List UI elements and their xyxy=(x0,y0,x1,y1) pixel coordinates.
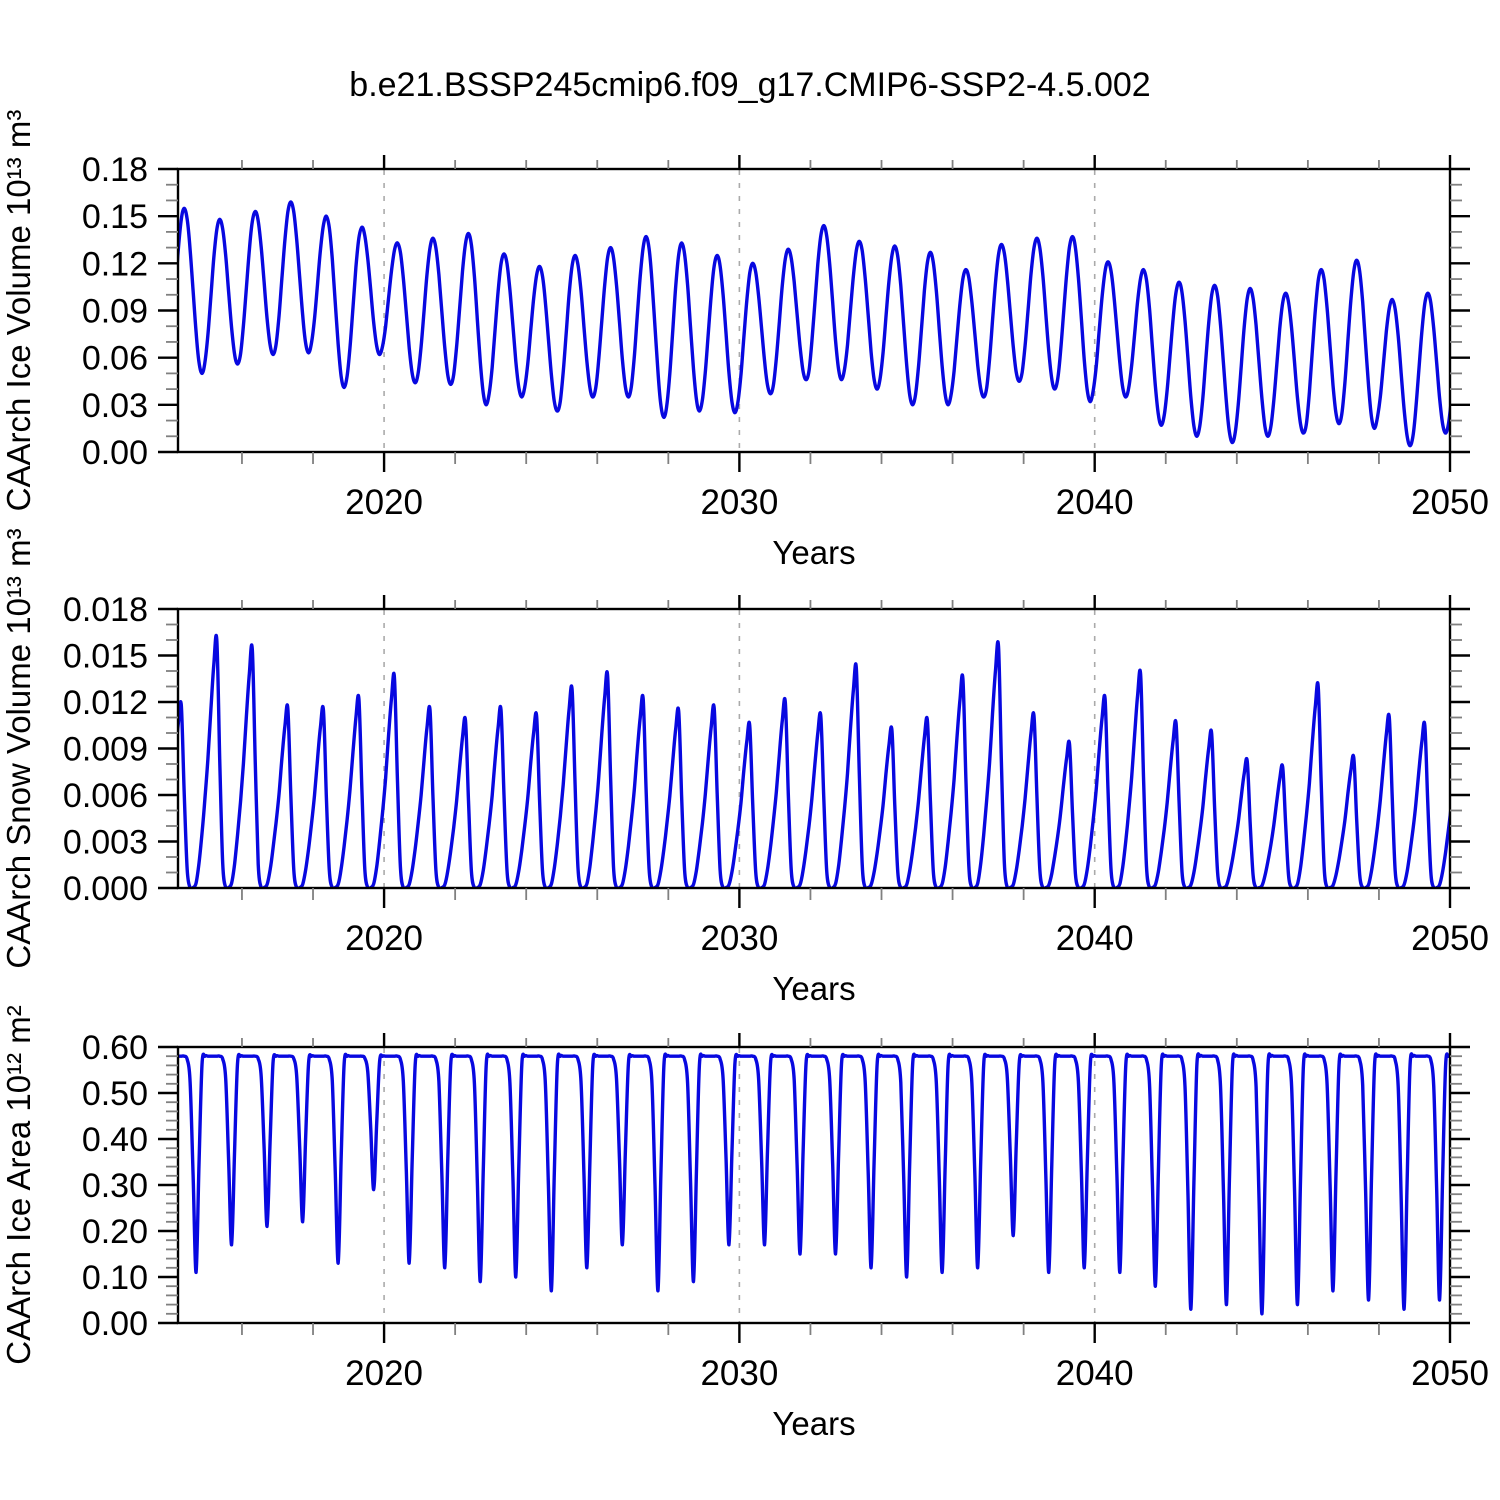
caarch-ice-volume-ytick-label: 0.15 xyxy=(82,198,148,236)
caarch-snow-volume-xtick-label: 2030 xyxy=(700,919,778,958)
caarch-snow-volume-ytick-label: 0.009 xyxy=(63,731,148,769)
caarch-ice-volume-xtick-label: 2040 xyxy=(1056,483,1134,522)
caarch-snow-volume-frame xyxy=(176,607,1452,890)
caarch-ice-area-xtick-label: 2050 xyxy=(1411,1354,1489,1393)
caarch-ice-area-x-axis-title: Years xyxy=(772,1405,855,1442)
caarch-snow-volume-ytick-label: 0.006 xyxy=(63,777,148,815)
caarch-ice-volume-series-line xyxy=(178,200,1450,448)
caarch-ice-area-ytick-label: 0.00 xyxy=(82,1305,148,1343)
caarch-snow-volume-ytick-label: 0.003 xyxy=(63,824,148,862)
caarch-ice-area-y-axis-title: CAArch Ice Area 10¹² m² xyxy=(0,1005,37,1364)
caarch-ice-area-ytick-label: 0.50 xyxy=(82,1075,148,1113)
caarch-ice-area-xtick-label: 2020 xyxy=(345,1354,423,1393)
caarch-ice-volume-y-axis-title: CAArch Ice Volume 10¹³ m³ xyxy=(0,110,37,512)
caarch-snow-volume-y-axis-title: CAArch Snow Volume 10¹³ m³ xyxy=(0,528,37,968)
caarch-snow-volume-ytick-label: 0.015 xyxy=(63,638,148,676)
caarch-ice-area-xtick-label: 2030 xyxy=(700,1354,778,1393)
caarch-snow-volume-ytick-label: 0.012 xyxy=(63,684,148,722)
caarch-ice-volume-x-axis-title: Years xyxy=(772,534,855,571)
caarch-snow-volume-x-axis-title: Years xyxy=(772,970,855,1007)
figure-title: b.e21.BSSP245cmip6.f09_g17.CMIP6-SSP2-4.… xyxy=(349,66,1151,104)
caarch-snow-volume-series-line xyxy=(178,633,1450,888)
panel-ice-volume: 0.00 0.03 0.06 0.09 0.12 0.15 0.18 2020 2030 2040… xyxy=(0,110,1489,571)
caarch-ice-area-ytick-label: 0.60 xyxy=(82,1029,148,1067)
caarch-ice-volume-xtick-label: 2050 xyxy=(1411,483,1489,522)
caarch-ice-volume-ytick-label: 0.09 xyxy=(82,293,148,331)
caarch-snow-volume-xtick-label: 2050 xyxy=(1411,919,1489,958)
caarch-ice-volume-xtick-label: 2020 xyxy=(345,483,423,522)
caarch-ice-volume-ytick-label: 0.18 xyxy=(82,151,148,189)
caarch-ice-volume-ytick-label: 0.06 xyxy=(82,340,148,378)
caarch-ice-area-ytick-label: 0.40 xyxy=(82,1121,148,1159)
caarch-ice-area-ytick-label: 0.30 xyxy=(82,1167,148,1205)
caarch-snow-volume-xtick-label: 2040 xyxy=(1056,919,1134,958)
caarch-snow-volume-xtick-label: 2020 xyxy=(345,919,423,958)
caarch-snow-volume-ytick-label: 0.000 xyxy=(63,870,148,908)
panel-snow-volume: 0.000 0.003 0.006 0.009 0.012 0.015 0.018 2020 2… xyxy=(0,528,1489,1007)
caarch-snow-volume-ytick-label: 0.018 xyxy=(63,591,148,629)
caarch-ice-area-ytick-label: 0.10 xyxy=(82,1259,148,1297)
caarch-ice-volume-ytick-label: 0.03 xyxy=(82,387,148,425)
panel-ice-area: 0.00 0.10 0.20 0.30 0.40 0.50 0.60 2020 2030 2040… xyxy=(0,1005,1489,1442)
caarch-ice-volume-ytick-label: 0.12 xyxy=(82,245,148,283)
caarch-ice-area-ytick-label: 0.20 xyxy=(82,1213,148,1251)
caarch-ice-volume-xtick-label: 2030 xyxy=(700,483,778,522)
caarch-ice-volume-ytick-label: 0.00 xyxy=(82,434,148,472)
caarch-ice-area-series-line xyxy=(178,1052,1450,1316)
caarch-ice-area-xtick-label: 2040 xyxy=(1056,1354,1134,1393)
